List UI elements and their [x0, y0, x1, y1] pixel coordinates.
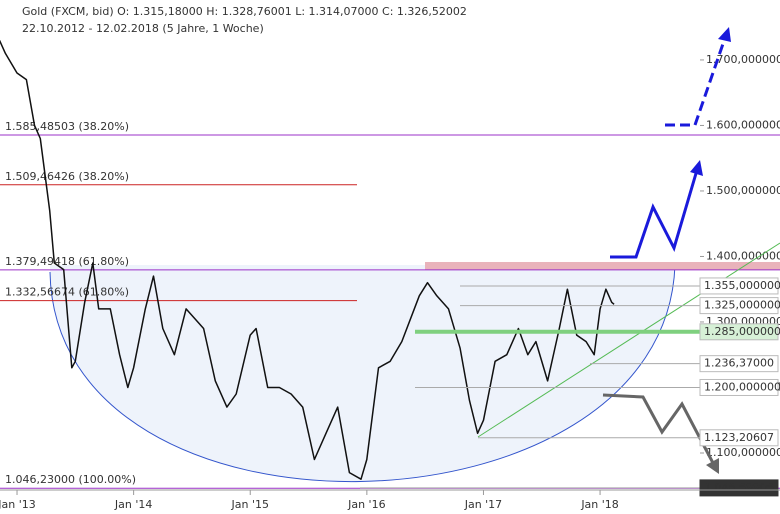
y-tick-label: 1.500,000000: [706, 184, 780, 197]
arrow-head: [690, 160, 703, 176]
price-mark-box: [699, 297, 779, 315]
arrow-head: [718, 27, 731, 42]
price: [0, 39, 615, 480]
x-tick-label: Jan '13: [0, 498, 36, 511]
scenario-down: [602, 393, 719, 474]
price-line: [0, 39, 615, 480]
price-mark-label: 1.123,20607: [704, 431, 774, 444]
level-label: 1.379,49418 (61.80%): [5, 255, 129, 268]
bowl-outline: [49, 264, 676, 483]
price-mark-box: [699, 429, 779, 447]
price-mark-label: 1.355,000000: [704, 279, 780, 292]
resistance-zone: [425, 262, 780, 270]
x-tick-label: Jan '18: [580, 498, 618, 511]
level-label: 1.509,46426 (38.20%): [5, 170, 129, 183]
price-mark-box: [699, 479, 779, 497]
trend-line: [477, 242, 780, 438]
scenario-up: [610, 27, 731, 259]
price-mark-label: 1.325,000000: [704, 299, 780, 312]
x-tick-label: Jan '15: [230, 498, 268, 511]
y-tick-label: 1.100,000000: [706, 446, 780, 459]
chart-subtitle: 22.10.2012 - 12.02.2018 (5 Jahre, 1 Woch…: [22, 22, 264, 35]
y-tick-label: 1.700,000000: [706, 53, 780, 66]
price-mark-label: 1.285,000000: [704, 325, 780, 338]
x-tick-label: Jan '17: [464, 498, 502, 511]
arrow-down: [602, 393, 715, 464]
arrow-up: [610, 169, 699, 259]
arrow-up-dashed: [665, 37, 727, 127]
price-mark-label: 1.236,37000: [704, 357, 774, 370]
x-tick-label: Jan '16: [347, 498, 385, 511]
x-tick-label: Jan '14: [114, 498, 152, 511]
y-tick-label: 1.600,000000: [706, 118, 780, 131]
price-mark-box: [699, 277, 779, 295]
price-mark-label: 1.046,69906: [704, 481, 774, 494]
x-axis-labels: Jan '13 Jan '14 Jan '15 Jan '16 Jan '17 Jan '…: [0, 490, 619, 511]
y-tick-label: 1.400,000000: [706, 249, 780, 262]
chart-title: Gold (FXCM, bid) O: 1.315,18000 H: 1.328…: [22, 5, 467, 18]
level-label: 1.046,23000 (100.00%): [5, 473, 136, 486]
price-mark-box: [699, 378, 779, 396]
arrow-head: [706, 458, 719, 474]
price-mark-box: [699, 323, 779, 341]
price-marks: 1.355,000000 1.325,000000 1.285,000000 1.23…: [360, 277, 780, 497]
bowl-fill: [50, 265, 675, 482]
price-mark-label: 1.200,000000: [704, 380, 780, 393]
level-label: 1.585,48503 (38.20%): [5, 120, 129, 133]
price-mark-box: [699, 355, 779, 373]
level-label: 1.332,56674 (61.80%): [5, 286, 129, 299]
